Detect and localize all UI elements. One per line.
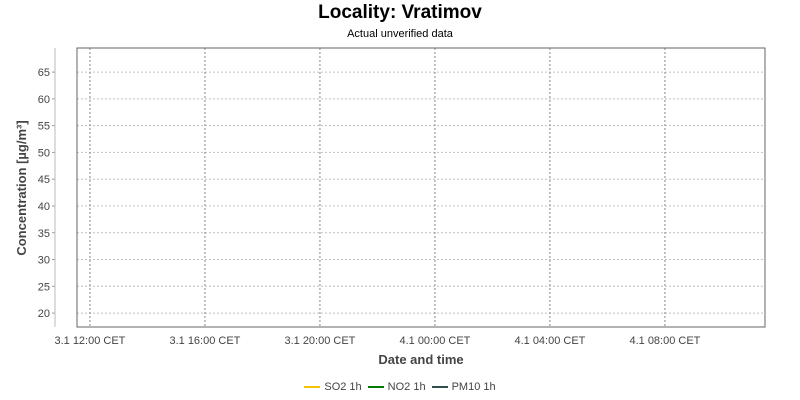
y-tick-label: 45 — [38, 174, 50, 186]
chart-title: Locality: Vratimov — [318, 2, 482, 23]
legend-label: SO2 1h — [324, 381, 362, 393]
legend: SO2 1h NO2 1h PM10 1h — [0, 381, 800, 393]
plot-area — [77, 48, 765, 327]
y-tick-label: 40 — [38, 201, 50, 213]
y-tick-label: 50 — [38, 147, 50, 159]
x-axis-label: Date and time — [378, 352, 463, 367]
x-tick-label: 3.1 12:00 CET — [54, 335, 125, 347]
x-tick-label: 4.1 00:00 CET — [399, 335, 470, 347]
legend-item-so2: SO2 1h — [304, 381, 362, 393]
legend-label: PM10 1h — [451, 381, 496, 393]
y-tick-label: 20 — [38, 308, 50, 320]
legend-item-pm10: PM10 1h — [431, 381, 496, 393]
x-tick-label: 3.1 16:00 CET — [169, 335, 240, 347]
y-tick-label: 65 — [38, 67, 50, 79]
x-tick-label: 4.1 04:00 CET — [514, 335, 585, 347]
chart-subtitle: Actual unverified data — [347, 28, 453, 40]
y-tick-label: 55 — [38, 121, 50, 133]
legend-label: NO2 1h — [387, 381, 426, 393]
legend-swatch — [304, 386, 321, 388]
x-tick-label: 4.1 08:00 CET — [629, 335, 700, 347]
y-tick-label: 60 — [38, 94, 50, 106]
y-tick-label: 30 — [38, 255, 50, 267]
legend-swatch — [367, 386, 384, 388]
legend-item-no2: NO2 1h — [367, 381, 426, 393]
y-axis-label: Concentration [µg/m³] — [14, 120, 29, 255]
y-tick-label: 35 — [38, 228, 50, 240]
plot-border — [76, 47, 766, 328]
legend-swatch — [431, 386, 448, 388]
y-tick-label: 25 — [38, 281, 50, 293]
x-tick-label: 3.1 20:00 CET — [284, 335, 355, 347]
